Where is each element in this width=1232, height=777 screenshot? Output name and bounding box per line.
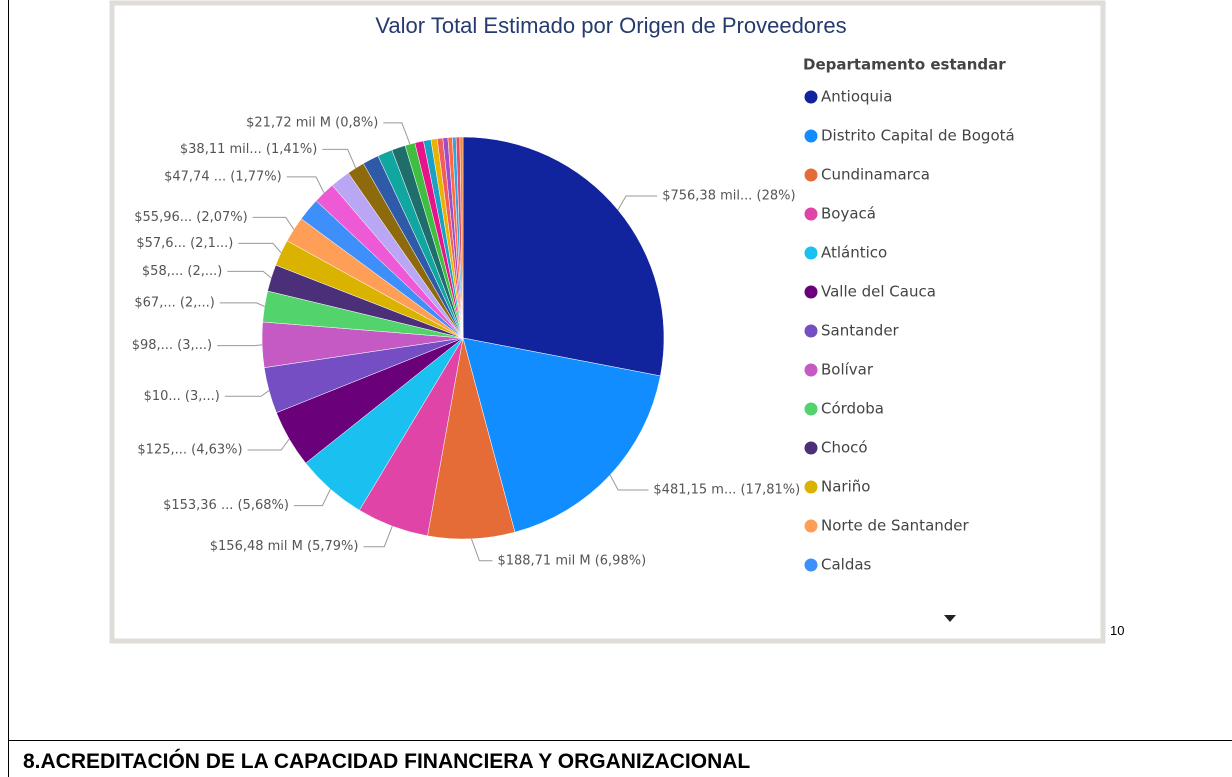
data-label: $153,36 ... (5,68%) [163, 498, 289, 513]
data-label: $38,11 mil... (1,41%) [180, 142, 317, 157]
leader-line [293, 488, 331, 507]
data-label: $57,6... (2,1...) [136, 236, 233, 251]
leader-line [247, 438, 290, 451]
leader-line [252, 216, 295, 230]
legend-marker [804, 402, 818, 416]
data-label: $55,96... (2,07%) [134, 210, 247, 225]
legend-marker [804, 519, 818, 533]
pie-slice [462, 136, 665, 377]
legend-marker [804, 285, 818, 299]
data-label: $156,48 mil M (5,79%) [210, 539, 359, 554]
legend-label: Chocó [821, 439, 868, 457]
legend-label: Bolívar [821, 361, 874, 379]
scroll-arrow[interactable] [944, 615, 956, 622]
chart: Valor Total Estimado por Origen de Prove… [8, 0, 1106, 740]
leader-line [322, 148, 357, 169]
leader-line [617, 195, 658, 211]
legend-marker [804, 324, 818, 338]
leader-line [383, 122, 411, 145]
legend-marker [804, 441, 818, 455]
leader-line [609, 474, 649, 491]
legend-marker [804, 363, 818, 377]
leader-line [217, 344, 263, 347]
section-heading: 8.ACREDITACIÓN DE LA CAPACIDAD FINANCIER… [8, 740, 1232, 777]
data-label: $67,... (2,...) [134, 295, 214, 310]
leader-line [227, 270, 272, 279]
data-label: $98,... (3,...) [132, 338, 212, 353]
leader-line [219, 302, 265, 307]
legend-label: Valle del Cauca [821, 283, 936, 301]
legend-label: Santander [821, 322, 900, 340]
legend-label: Antioquia [821, 88, 892, 106]
legend-marker [804, 90, 818, 104]
leader-line [238, 242, 282, 254]
legend-label: Boyacá [821, 205, 876, 223]
data-label: $481,15 m... (17,81%) [653, 482, 800, 497]
legend-label: Nariño [821, 478, 870, 496]
legend-marker [804, 246, 818, 260]
data-label: $21,72 mil M (0,8%) [246, 115, 378, 130]
legend-marker [804, 480, 818, 494]
page-number: 10 [1110, 623, 1125, 638]
data-label: $188,71 mil M (6,98%) [497, 553, 646, 568]
legend-label: Córdoba [821, 400, 884, 418]
data-label: $125,... (4,63%) [137, 443, 242, 458]
legend-title: Departamento estandar [803, 56, 1006, 74]
leader-line [224, 390, 270, 397]
data-label: $58,... (2,...) [142, 264, 222, 279]
legend-marker [804, 129, 818, 143]
leader-line [470, 538, 493, 562]
legend-label: Distrito Capital de Bogotá [821, 127, 1015, 145]
leader-line [286, 176, 325, 194]
legend-label: Cundinamarca [821, 166, 930, 184]
pie-slice [459, 136, 464, 339]
leader-line [363, 525, 393, 548]
chart-title: Valor Total Estimado por Origen de Prove… [375, 13, 846, 38]
legend-marker [804, 207, 818, 221]
legend-label: Caldas [821, 556, 872, 574]
data-label: $10... (3,...) [144, 389, 220, 404]
legend-label: Norte de Santander [821, 517, 970, 535]
legend-label: Atlántico [821, 244, 887, 262]
data-label: $47,74 ... (1,77%) [164, 169, 282, 184]
legend-marker [804, 558, 818, 572]
legend-marker [804, 168, 818, 182]
data-label: $756,38 mil... (28%) [662, 188, 795, 203]
